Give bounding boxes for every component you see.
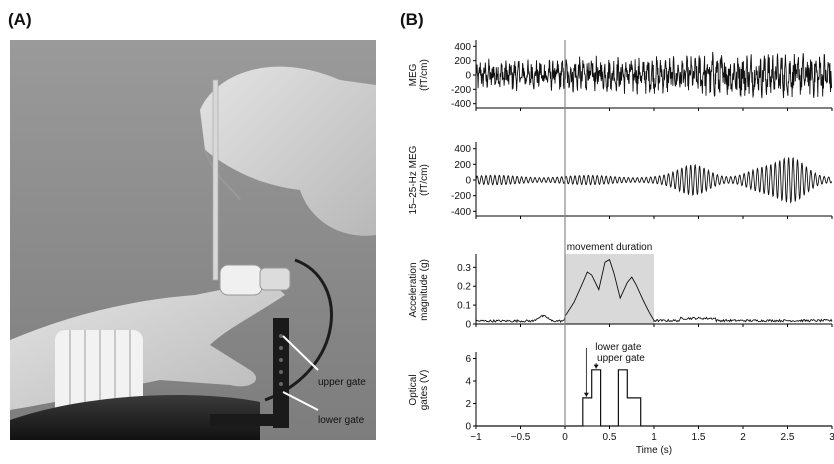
lower-gate-pointer — [282, 391, 319, 411]
panel-label-a: (A) — [8, 10, 32, 29]
y-tick-label: 4 — [465, 377, 471, 388]
y-axis-label: Opticalgates (V) — [408, 370, 430, 411]
table — [10, 395, 260, 440]
x-tick-label: −1 — [470, 432, 482, 443]
y-tick-label: 0.3 — [457, 263, 471, 274]
movement-duration-shade — [565, 254, 654, 324]
experiment-photo: upper gate lower gate — [10, 40, 376, 440]
x-tick-label: 1 — [651, 432, 657, 443]
x-tick-label: −0.5 — [511, 432, 531, 443]
finger-tape — [219, 264, 263, 296]
cable — [264, 258, 333, 402]
y-tick-label: -400 — [451, 99, 471, 110]
x-tick-label: 3 — [829, 432, 834, 443]
chart-3: 0.3 0.2 0.1 0 Accelerationmagnitude (g) movem… — [408, 242, 833, 331]
chart-2: 400 200 0 -200 -400 15–25-Hz MEG(fT/cm) — [408, 142, 833, 219]
lower-gate-arrowhead — [583, 392, 589, 397]
y-tick-label: -400 — [451, 207, 471, 218]
x-tick-label: 2 — [740, 432, 746, 443]
y-tick-label: 200 — [454, 56, 471, 67]
y-tick-label: 6 — [465, 354, 471, 365]
lower-gate-label: lower gate — [318, 415, 365, 426]
optical-gates-trace — [476, 369, 832, 427]
lower-gate-annotation: lower gate — [595, 342, 642, 353]
x-tick-label: 1.5 — [692, 432, 706, 443]
filtered-meg-trace — [475, 156, 833, 204]
stick — [212, 79, 219, 281]
y-tick-label: 0 — [465, 422, 471, 433]
x-tick-label: 0 — [562, 432, 568, 443]
y-tick-label: -200 — [451, 85, 471, 96]
plots-panel: 4002000-200-400MEG(fT/cm)4002000-200-400… — [408, 40, 834, 456]
meg-trace — [475, 51, 833, 99]
x-tick-label: 2.5 — [781, 432, 795, 443]
chart-1: 400 200 0 -200 -400 MEG(fT/cm) — [408, 40, 833, 111]
x-tick-label: 0.5 — [603, 432, 617, 443]
y-tick-label: 0.2 — [457, 282, 471, 293]
y-axis-label: MEG(fT/cm) — [408, 59, 430, 91]
panel-label-b: (B) — [400, 10, 424, 29]
upper-gate-annotation: upper gate — [597, 353, 645, 364]
y-tick-label: 2 — [465, 399, 471, 410]
y-tick-label: 400 — [454, 42, 471, 53]
y-tick-label: 0 — [465, 176, 471, 187]
y-tick-label: 400 — [454, 144, 471, 155]
y-tick-label: 200 — [454, 160, 471, 171]
wrist-bandage — [55, 330, 143, 418]
acceleration-trace — [475, 258, 833, 324]
y-axis-label: Accelerationmagnitude (g) — [408, 259, 430, 321]
upper-hand — [200, 66, 376, 236]
chart-4: 6 4 2 0 Opticalgates (V) −1 −0.5 0 0.5 1 1.5 2 2.5 3 T… — [408, 342, 834, 456]
y-tick-label: 0 — [465, 320, 471, 331]
y-tick-label: -200 — [451, 191, 471, 202]
upper-gate-pointer — [282, 335, 319, 371]
y-axis-label: 15–25-Hz MEG(fT/cm) — [408, 145, 430, 214]
movement-duration-label: movement duration — [567, 242, 653, 253]
y-tick-label: 0 — [465, 71, 471, 82]
optical-gate-device — [210, 318, 289, 428]
x-axis-label: Time (s) — [636, 445, 672, 456]
y-tick-label: 0.1 — [457, 301, 471, 312]
upper-gate-label: upper gate — [318, 377, 366, 388]
upper-gate-arrowhead — [593, 364, 599, 369]
